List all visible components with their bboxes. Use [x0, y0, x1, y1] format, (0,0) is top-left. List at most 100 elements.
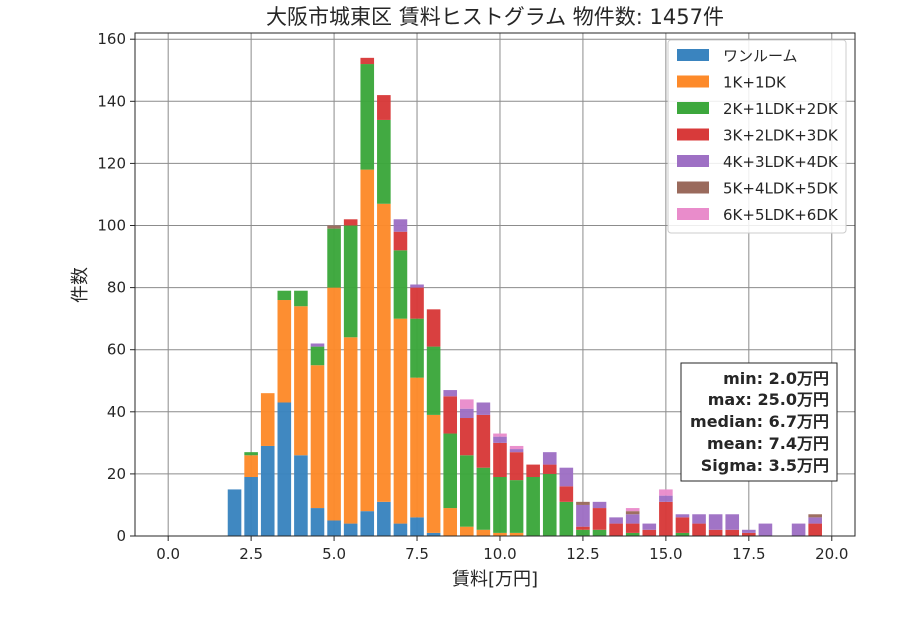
- bar-segment: [244, 455, 258, 478]
- bar-segment: [808, 517, 822, 524]
- bar-segment: [459, 408, 474, 419]
- y-tick-label: 60: [107, 341, 126, 359]
- legend: ワンルーム 1K+1DK 2K+1LDK+2DK 3K+2LDK+3DK 4K+3LDK…: [667, 39, 847, 234]
- bar-segment: [625, 511, 640, 515]
- bar-segment: [294, 306, 308, 456]
- bar-segment: [426, 414, 441, 533]
- bar-segment: [294, 290, 308, 307]
- bar-segment: [526, 477, 540, 536]
- bar-segment: [327, 228, 341, 288]
- bar-segment: [343, 523, 358, 536]
- bar-segment: [576, 529, 590, 536]
- bar-segment: [410, 517, 424, 536]
- bar-segment: [675, 517, 690, 533]
- bar-segment: [393, 231, 408, 251]
- y-tick-label: 100: [97, 217, 126, 235]
- bar-segment: [559, 467, 574, 487]
- bar-segment: [509, 449, 524, 453]
- bar-segment: [443, 396, 458, 434]
- legend-swatch: [677, 102, 709, 114]
- x-tick-label: 12.5: [566, 545, 599, 563]
- y-tick-label: 160: [97, 30, 126, 48]
- bar-layer: [227, 57, 822, 536]
- bar-segment: [493, 442, 507, 478]
- y-tick-label: 140: [97, 92, 126, 110]
- bar-segment: [310, 365, 325, 509]
- bar-segment: [542, 473, 557, 536]
- bar-segment: [443, 390, 458, 397]
- bar-segment: [459, 455, 474, 527]
- x-tick-label: 7.5: [405, 545, 429, 563]
- legend-swatch: [677, 49, 709, 61]
- bar-segment: [476, 402, 491, 415]
- bar-segment: [377, 95, 391, 120]
- bar-segment: [509, 452, 524, 481]
- legend-swatch: [677, 128, 709, 141]
- bar-segment: [659, 489, 673, 496]
- bar-segment: [244, 477, 258, 536]
- x-tick-label: 5.0: [322, 545, 346, 563]
- bar-segment: [327, 287, 341, 521]
- bar-segment: [277, 290, 292, 301]
- stats-box-frame: [680, 362, 838, 482]
- x-tick-label: 2.5: [239, 545, 263, 563]
- bar-segment: [609, 517, 623, 524]
- bar-segment: [327, 520, 341, 536]
- bar-segment: [426, 309, 441, 347]
- legend-label: 3K+2LDK+3DK: [723, 127, 839, 145]
- bar-segment: [476, 467, 491, 530]
- bar-segment: [659, 501, 673, 536]
- bar-segment: [260, 393, 275, 446]
- bar-segment: [576, 501, 590, 505]
- bar-segment: [808, 523, 822, 536]
- legend-label: 2K+1LDK+2DK: [723, 100, 839, 118]
- legend-box: [667, 39, 847, 234]
- bar-segment: [609, 523, 623, 536]
- legend-label: 1K+1DK: [723, 74, 787, 92]
- legend-label: 5K+4LDK+5DK: [723, 180, 839, 198]
- y-tick-label: 40: [107, 403, 126, 421]
- bar-segment: [725, 514, 740, 530]
- y-axis-label: 件数: [70, 267, 91, 303]
- bar-segment: [642, 523, 657, 530]
- bar-segment: [360, 57, 375, 65]
- bar-segment: [542, 464, 557, 474]
- bar-segment: [742, 529, 756, 533]
- bar-segment: [659, 495, 673, 502]
- x-tick-label: 15.0: [649, 545, 682, 563]
- x-tick-label: 0.0: [156, 545, 180, 563]
- stats-box: min: 2.0万円 max: 25.0万円 median: 6.7万円 mea…: [680, 362, 838, 482]
- bar-segment: [459, 526, 474, 536]
- bar-segment: [542, 452, 557, 465]
- bar-segment: [808, 514, 822, 518]
- bar-segment: [625, 514, 640, 524]
- bar-segment: [476, 529, 491, 536]
- legend-label: ワンルーム: [723, 47, 798, 65]
- x-tick-label: 20.0: [815, 545, 848, 563]
- legend-label: 6K+5LDK+6DK: [723, 206, 839, 224]
- bar-segment: [576, 526, 590, 530]
- bar-segment: [410, 287, 424, 319]
- bar-segment: [294, 455, 308, 536]
- stat-min: min: 2.0万円: [723, 369, 829, 388]
- bar-segment: [443, 433, 458, 509]
- bar-segment: [310, 343, 325, 347]
- bar-segment: [459, 399, 474, 409]
- bar-segment: [393, 219, 408, 232]
- legend-swatch: [677, 75, 709, 88]
- bar-segment: [393, 250, 408, 319]
- x-axis-label: 賃料[万円]: [452, 569, 538, 590]
- bar-segment: [625, 523, 640, 533]
- bar-segment: [493, 532, 507, 536]
- legend-swatch: [677, 208, 709, 220]
- bar-segment: [526, 464, 540, 478]
- bar-segment: [758, 523, 773, 536]
- bar-segment: [493, 436, 507, 443]
- bar-segment: [642, 529, 657, 536]
- bar-segment: [410, 377, 424, 518]
- bar-segment: [708, 529, 723, 536]
- bar-segment: [244, 452, 258, 456]
- bar-segment: [327, 225, 341, 229]
